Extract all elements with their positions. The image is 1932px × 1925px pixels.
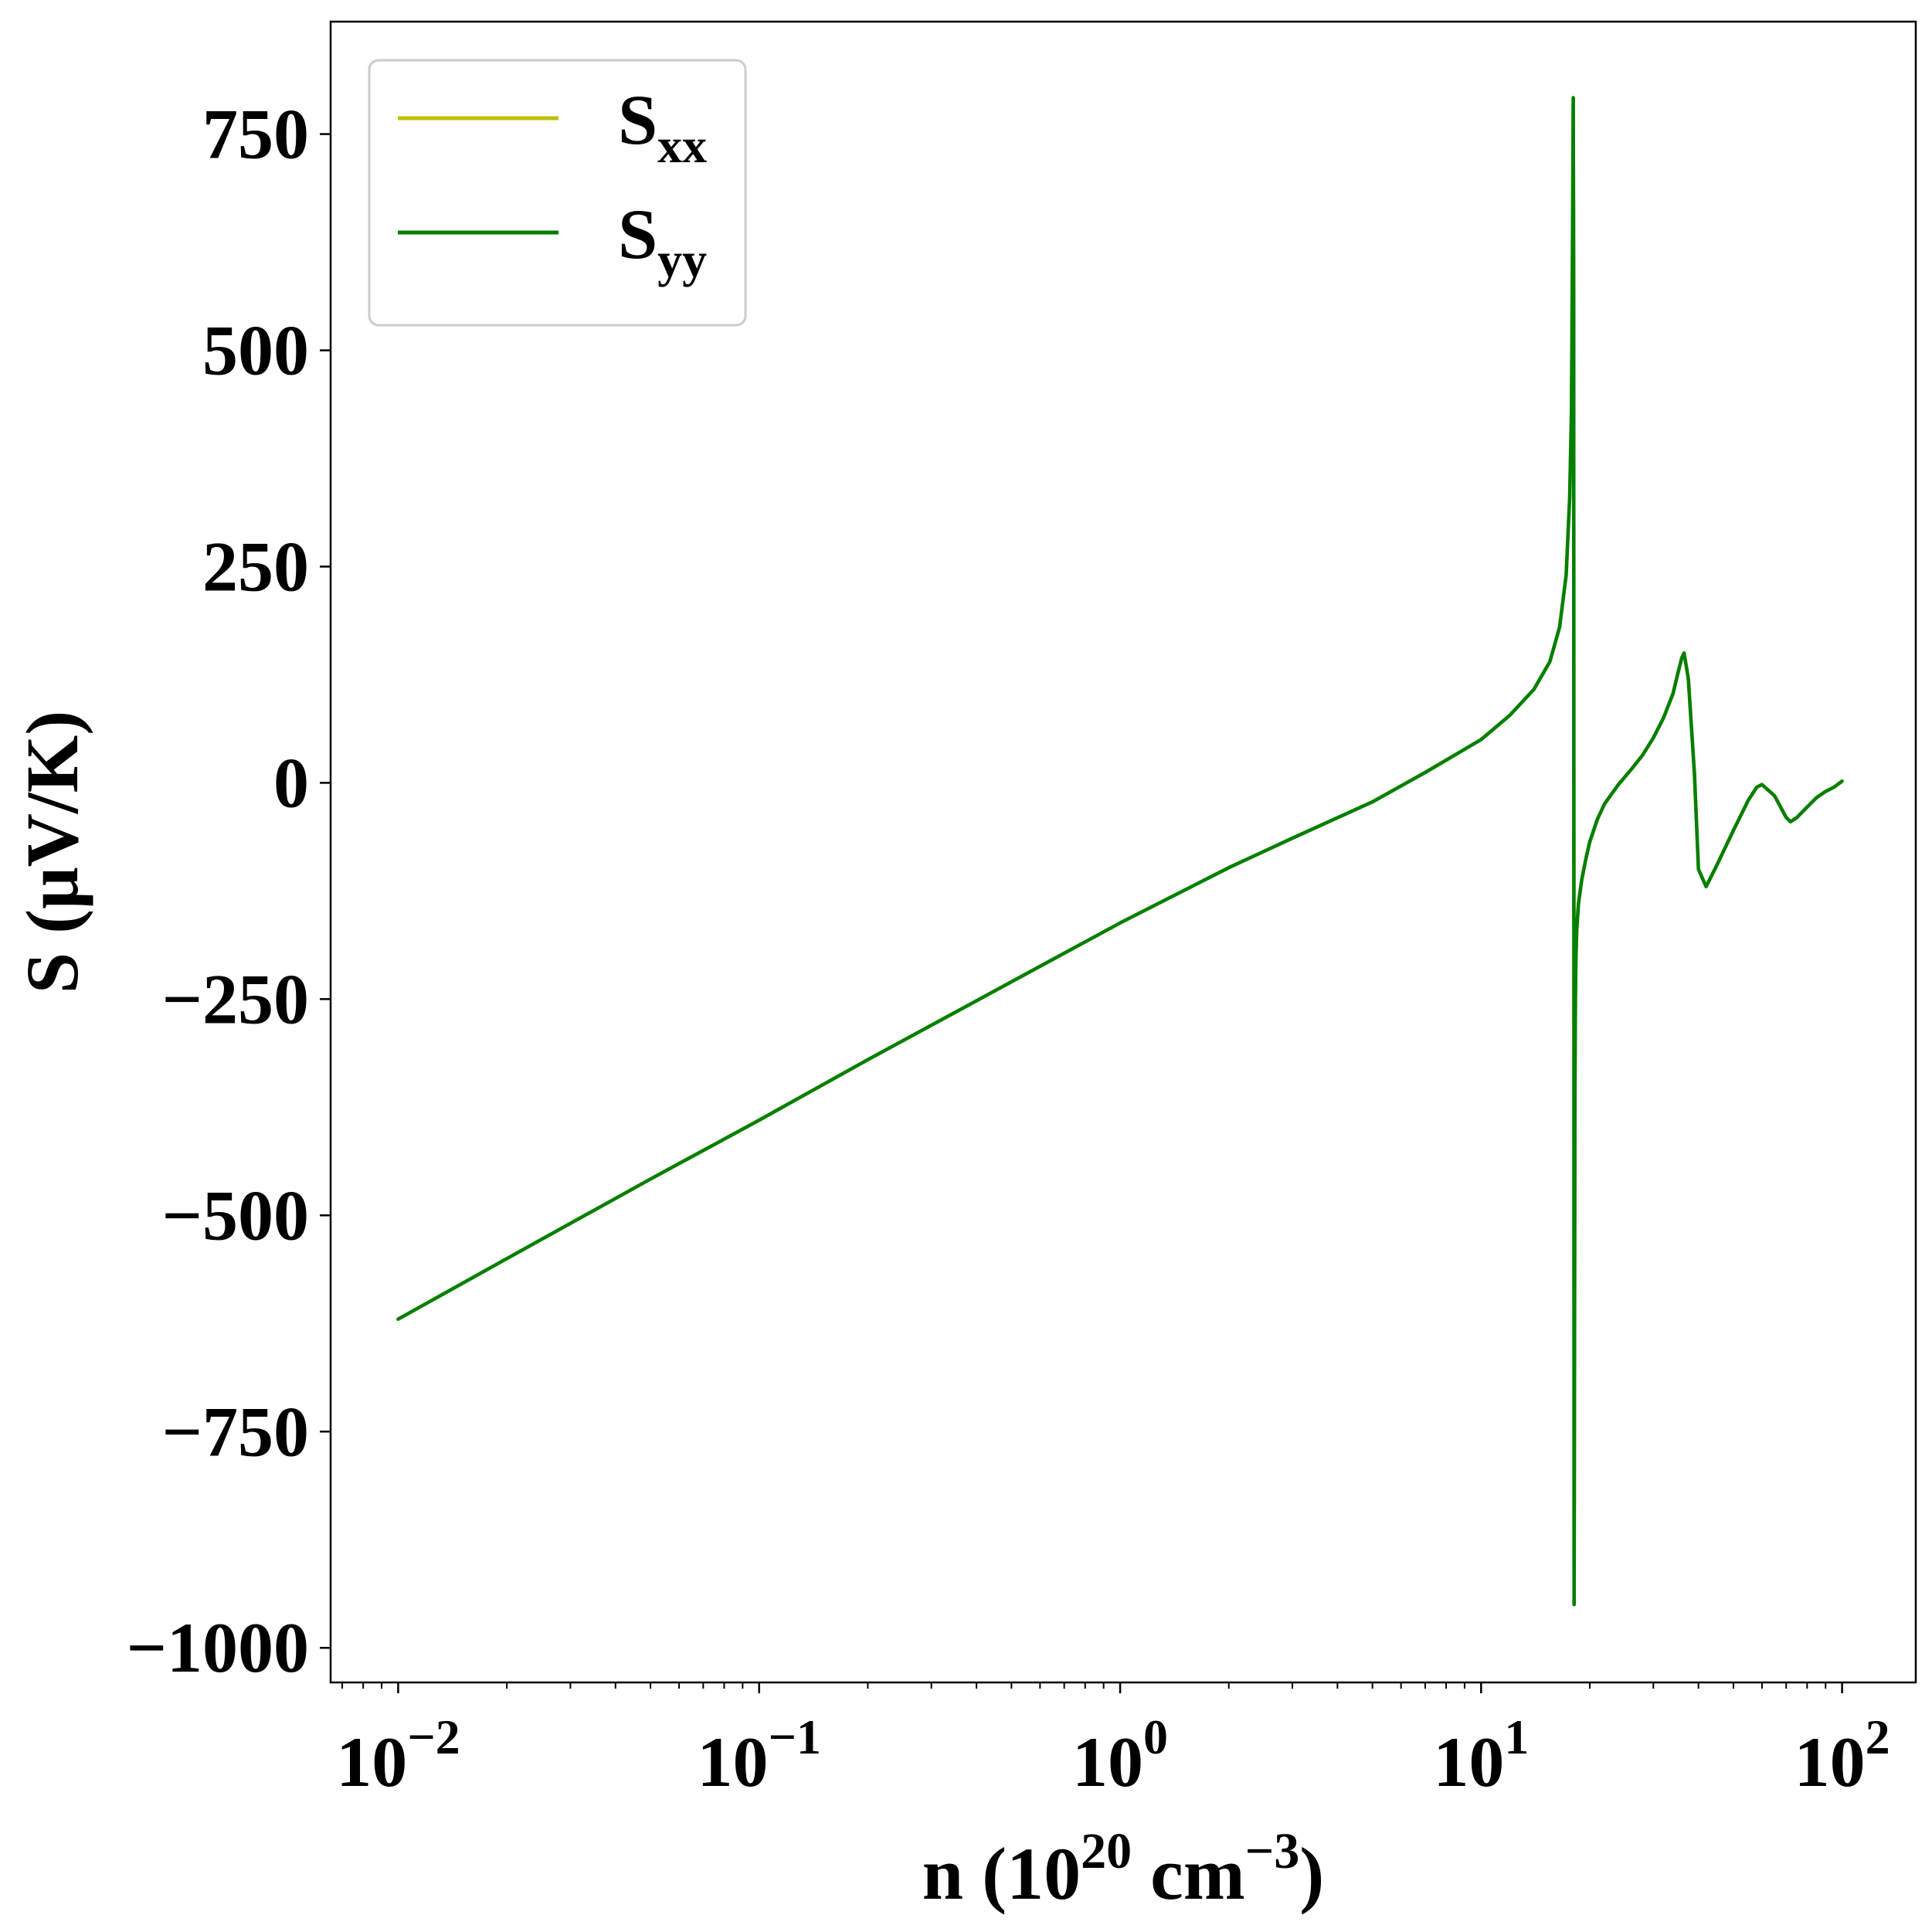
x-axis-label: n (1020 cm−3) <box>922 1823 1325 1915</box>
x-tick-label-exp: 0 <box>1143 1709 1168 1764</box>
x-tick-label-base: 10 <box>697 1723 768 1801</box>
legend: Sxx Syy <box>368 59 747 327</box>
x-axis: 10−2 10−1 100 101 102 <box>336 1682 1890 1801</box>
y-tick-label: −250 <box>162 959 309 1038</box>
x-tick-label-exp: 1 <box>1504 1709 1529 1764</box>
legend-label-sxx: Sxx <box>618 80 707 173</box>
y-tick-label: −1000 <box>127 1608 309 1687</box>
x-tick-label-base: 10 <box>1072 1723 1143 1801</box>
y-tick-label: 250 <box>202 527 309 606</box>
legend-label-sxx-sub: xx <box>657 118 707 173</box>
x-axis-label-mid: cm <box>1132 1832 1245 1915</box>
plot-frame <box>329 20 1917 1684</box>
x-tick-label: 10−1 <box>697 1709 820 1801</box>
y-tick-label: 500 <box>202 311 309 390</box>
x-tick-label: 10−2 <box>336 1709 460 1801</box>
legend-label-syy-base: S <box>618 195 657 273</box>
series-layer <box>396 96 1844 1607</box>
legend-label-sxx-base: S <box>618 80 657 159</box>
x-tick-label-base: 10 <box>336 1723 407 1801</box>
x-tick-label-base: 10 <box>1794 1723 1866 1801</box>
x-tick-label: 102 <box>1794 1709 1890 1801</box>
legend-box <box>368 59 747 327</box>
y-axis-label: S (μV/K) <box>11 711 93 993</box>
x-tick-label-exp: −1 <box>768 1709 820 1764</box>
x-tick-label-base: 10 <box>1433 1723 1504 1801</box>
x-tick-label-exp: −2 <box>407 1709 460 1764</box>
x-tick-label: 100 <box>1072 1709 1168 1801</box>
y-tick-label: 0 <box>273 743 309 822</box>
legend-label-syy: Syy <box>618 195 707 287</box>
x-axis-label-exp2: −3 <box>1245 1823 1300 1879</box>
x-axis-label-post: ) <box>1299 1832 1324 1915</box>
x-axis-label-pre: n (10 <box>922 1832 1081 1915</box>
x-tick-label-exp: 2 <box>1866 1709 1890 1764</box>
y-axis: 750 500 250 0 −250 −500 −750 −1000 <box>127 95 331 1687</box>
y-tick-label: −750 <box>162 1392 309 1471</box>
x-axis-label-exp1: 20 <box>1081 1823 1132 1879</box>
series-line-syy <box>396 96 1844 1607</box>
legend-label-syy-sub: yy <box>657 233 707 287</box>
y-tick-label: 750 <box>202 95 309 174</box>
x-tick-label: 101 <box>1433 1709 1529 1801</box>
y-tick-label: −500 <box>162 1176 309 1254</box>
